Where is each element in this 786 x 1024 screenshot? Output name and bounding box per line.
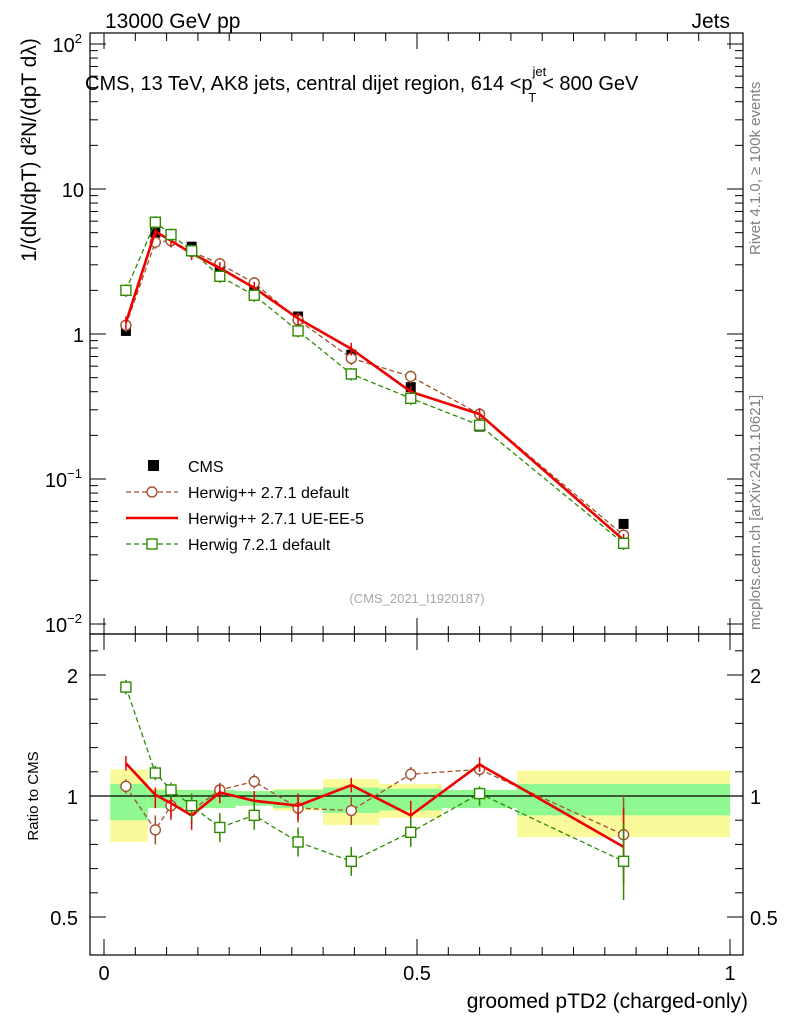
ratio-y-axis-label: Ratio to CMS [25,751,42,840]
series-point [292,325,304,337]
analysis-watermark: (CMS_2021_I1920187) [349,591,484,606]
legend-label: Herwig 7.2.1 default [188,537,331,554]
y-tick-label: 10 [62,180,84,202]
series-point [185,245,198,257]
category-label: Jets [691,10,730,33]
title-sub: T [528,90,536,105]
series-point [214,270,226,282]
ratio-point [405,768,417,780]
ratio-point [120,780,132,793]
legend-label: Herwig++ 2.7.1 default [188,485,350,502]
ratio-point [149,767,162,779]
series-line [125,221,624,544]
ratio-y-tick-label: 2 [67,666,78,688]
series-point [248,289,260,301]
energy-label: 13000 GeV pp [105,10,240,33]
legend-marker-cms [148,460,159,471]
legend: CMS Herwig++ 2.7.1 default Herwig++ 2.7.1 … [126,459,364,554]
ratio-plot-frame [89,633,744,956]
y-tick-label: 102 [53,31,82,57]
series-point [165,228,177,241]
title-main: CMS, 13 TeV, AK8 jets, central dijet reg… [85,73,533,95]
main-series [120,216,630,550]
ratio-point [248,809,260,822]
cms-data-point [618,518,629,529]
x-tick-label: 0 [98,963,109,985]
ratio-point [345,855,357,868]
title-end: < 800 GeV [542,73,639,95]
ratio-point [120,681,132,693]
plot-title: CMS, 13 TeV, AK8 jets, central dijet reg… [85,64,639,105]
main-axis-ticks: 10−2 10−1 1 10 102 [45,31,743,637]
ratio-point [617,855,630,868]
ratio-point [165,784,177,796]
x-tick-label: 1 [724,963,735,985]
ratio-y-tick-label: 0.5 [50,908,78,930]
series-point [405,392,417,405]
y-tick-label: 1 [73,325,84,347]
ratio-series [120,679,630,901]
y-axis-label: 1/(dN/dpT) d²N/(dpT dλ) [18,38,41,262]
ratio-point [149,824,162,836]
ratio-point [214,821,226,834]
ratio-point [292,836,304,848]
legend-label: Herwig++ 2.7.1 UE-EE-5 [188,511,364,528]
ratio-point [248,775,260,788]
side-label-mcplots: mcplots.cern.ch [arXiv:2401.10621] [747,395,764,630]
ratio-point [473,787,486,800]
series-point [345,368,357,380]
legend-marker [146,538,158,550]
y-tick-label: 10−2 [45,611,82,637]
side-label-rivet: Rivet 4.1.0, ≥ 100k events [747,82,764,255]
x-tick-label: 0.5 [403,963,431,985]
series-point [473,419,486,431]
ratio-point [345,804,357,817]
title-sup: jet [532,64,547,79]
ratio-point [185,799,198,812]
ratio-y-tick-label-right: 2 [750,666,761,688]
ratio-y-tick-label-right: 0.5 [750,908,778,930]
series-point [120,284,132,297]
legend-marker [146,486,158,498]
ratio-point [405,826,417,838]
series-point [405,370,417,383]
y-tick-label: 10−1 [45,466,82,492]
ratio-axis-ticks: 0.5 0.5 1 1 2 2 0 0.5 1 [50,634,778,985]
x-axis-label: groomed pTD2 (charged-only) [467,990,748,1013]
ratio-y-tick-label-right: 1 [750,787,761,809]
series-point [149,216,162,228]
series-point [617,537,630,550]
legend-label-cms: CMS [188,459,224,476]
ratio-y-tick-label: 1 [67,787,78,809]
